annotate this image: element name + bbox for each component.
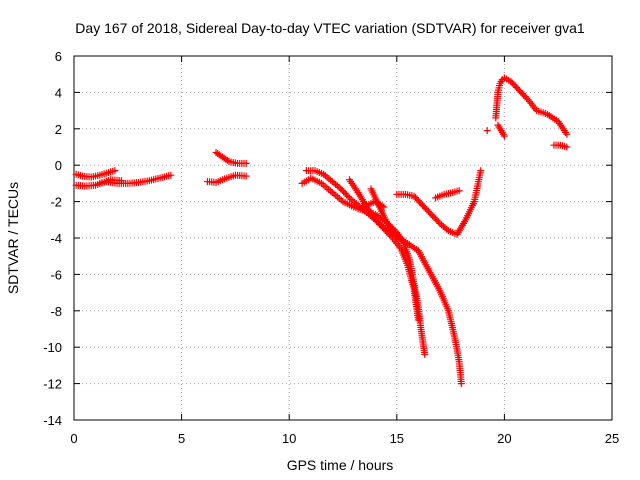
y-tick-label: 0: [55, 158, 62, 173]
data-point: [242, 159, 250, 167]
x-axis-label: GPS time / hours: [287, 457, 394, 473]
x-tick-label: 10: [282, 431, 296, 446]
data-point: [563, 130, 571, 138]
data-point: [457, 380, 465, 388]
x-tick-label: 20: [497, 431, 511, 446]
axis-ticks: 0 5 10 15 20 25 -14 -12 -10 -8 -6 -4 -2 0 2 4 6: [43, 49, 619, 446]
x-tick-label: 25: [605, 431, 619, 446]
y-tick-label: -10: [43, 340, 62, 355]
data-point: [242, 172, 250, 180]
data-point: [223, 156, 231, 164]
data-point: [477, 167, 485, 175]
data-point: [434, 218, 442, 226]
data-point: [111, 167, 119, 175]
data-point: [563, 143, 571, 151]
x-tick-label: 0: [70, 431, 77, 446]
data-point: [167, 171, 175, 179]
y-tick-label: 4: [55, 85, 62, 100]
data-point: [483, 127, 491, 135]
y-axis-label: SDTVAR / TECUs: [5, 182, 21, 294]
data-point: [344, 192, 352, 200]
data-points: [72, 74, 571, 388]
data-point: [380, 203, 388, 211]
data-point: [455, 187, 463, 195]
data-point: [378, 202, 386, 210]
x-tick-label: 15: [390, 431, 404, 446]
y-tick-label: -12: [43, 377, 62, 392]
data-point: [335, 183, 343, 191]
y-tick-label: -14: [43, 413, 62, 428]
y-tick-label: 2: [55, 122, 62, 137]
data-point: [421, 350, 429, 358]
chart-title: Day 167 of 2018, Sidereal Day-to-day VTE…: [75, 20, 585, 36]
y-tick-label: 6: [55, 49, 62, 64]
data-point: [414, 316, 422, 324]
y-tick-label: -2: [50, 195, 62, 210]
data-point: [443, 225, 451, 233]
y-tick-label: -6: [50, 267, 62, 282]
data-point: [500, 132, 508, 140]
grid: [74, 56, 612, 420]
y-tick-label: -4: [50, 231, 62, 246]
x-tick-label: 5: [178, 431, 185, 446]
y-tick-label: -8: [50, 304, 62, 319]
data-point: [117, 177, 125, 185]
